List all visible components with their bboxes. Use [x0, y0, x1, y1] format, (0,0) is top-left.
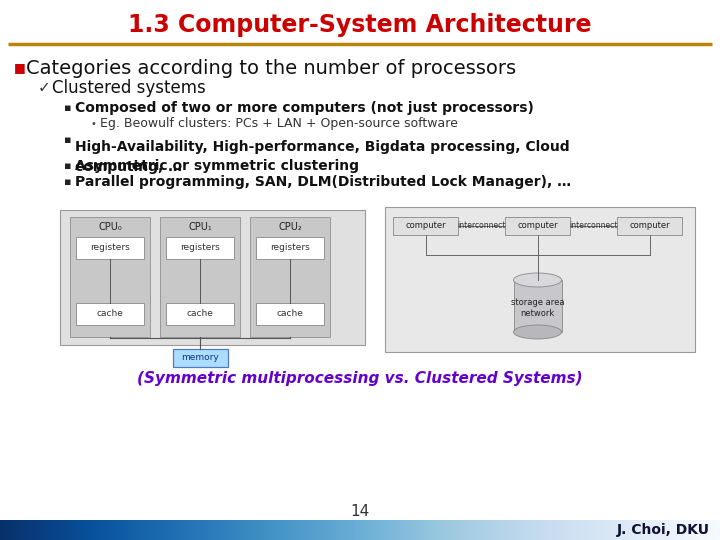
- Text: ▪: ▪: [64, 103, 71, 113]
- Text: Eg. Beowulf clusters: PCs + LAN + Open-source software: Eg. Beowulf clusters: PCs + LAN + Open-s…: [100, 118, 458, 131]
- FancyBboxPatch shape: [70, 217, 150, 337]
- FancyBboxPatch shape: [250, 217, 330, 337]
- Text: ▪: ▪: [64, 177, 71, 187]
- Text: (Symmetric multiprocessing vs. Clustered Systems): (Symmetric multiprocessing vs. Clustered…: [138, 370, 582, 386]
- Text: interconnect: interconnect: [456, 221, 505, 231]
- FancyBboxPatch shape: [256, 237, 324, 259]
- Text: interconnect: interconnect: [569, 221, 617, 231]
- FancyBboxPatch shape: [166, 303, 234, 325]
- FancyBboxPatch shape: [385, 207, 695, 352]
- Text: computer: computer: [629, 221, 670, 231]
- Text: cache: cache: [96, 309, 123, 319]
- FancyBboxPatch shape: [76, 237, 144, 259]
- Text: CPU₂: CPU₂: [278, 222, 302, 232]
- Ellipse shape: [513, 273, 562, 287]
- Text: Asymmetric or symmetric clustering: Asymmetric or symmetric clustering: [75, 159, 359, 173]
- FancyBboxPatch shape: [166, 237, 234, 259]
- FancyBboxPatch shape: [617, 217, 682, 235]
- FancyBboxPatch shape: [173, 349, 228, 367]
- Text: CPU₁: CPU₁: [188, 222, 212, 232]
- Text: Composed of two or more computers (not just processors): Composed of two or more computers (not j…: [75, 101, 534, 115]
- Text: •: •: [90, 119, 96, 129]
- FancyBboxPatch shape: [160, 217, 240, 337]
- FancyBboxPatch shape: [76, 303, 144, 325]
- Text: 14: 14: [351, 504, 369, 519]
- Text: 1.3 Computer-System Architecture: 1.3 Computer-System Architecture: [128, 13, 592, 37]
- Text: ✓: ✓: [38, 80, 50, 96]
- Text: registers: registers: [90, 244, 130, 253]
- Text: registers: registers: [270, 244, 310, 253]
- FancyBboxPatch shape: [393, 217, 458, 235]
- Text: ■: ■: [14, 62, 26, 75]
- Text: computer: computer: [517, 221, 558, 231]
- Text: computer: computer: [405, 221, 446, 231]
- Text: J. Choi, DKU: J. Choi, DKU: [617, 523, 710, 537]
- Ellipse shape: [513, 325, 562, 339]
- Text: ▪: ▪: [64, 135, 71, 145]
- FancyBboxPatch shape: [256, 303, 324, 325]
- FancyBboxPatch shape: [60, 210, 365, 345]
- Text: memory: memory: [181, 354, 219, 362]
- Text: ▪: ▪: [64, 161, 71, 171]
- Text: High-Availability, High-performance, Bigdata processing, Cloud
computing, …: High-Availability, High-performance, Big…: [75, 140, 570, 173]
- Text: CPU₀: CPU₀: [98, 222, 122, 232]
- Text: Parallel programming, SAN, DLM(Distributed Lock Manager), …: Parallel programming, SAN, DLM(Distribut…: [75, 175, 571, 189]
- Text: cache: cache: [276, 309, 303, 319]
- Text: storage area
network: storage area network: [510, 298, 564, 318]
- Text: Categories according to the number of processors: Categories according to the number of pr…: [26, 58, 516, 78]
- Text: registers: registers: [180, 244, 220, 253]
- Polygon shape: [513, 280, 562, 332]
- FancyBboxPatch shape: [505, 217, 570, 235]
- Text: cache: cache: [186, 309, 213, 319]
- Text: Clustered systems: Clustered systems: [52, 79, 206, 97]
